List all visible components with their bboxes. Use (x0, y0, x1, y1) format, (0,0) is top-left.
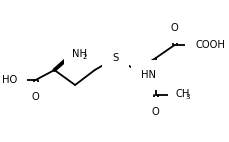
Text: S: S (112, 53, 118, 63)
Text: O: O (151, 107, 159, 117)
Text: 2: 2 (82, 54, 86, 59)
Text: HO: HO (2, 75, 17, 85)
Text: NH: NH (72, 49, 87, 59)
Text: CH: CH (175, 89, 189, 99)
Text: 3: 3 (185, 94, 190, 100)
Text: HN: HN (140, 70, 155, 80)
Text: COOH: COOH (194, 40, 224, 50)
Text: O: O (32, 92, 39, 102)
Text: O: O (170, 23, 178, 33)
